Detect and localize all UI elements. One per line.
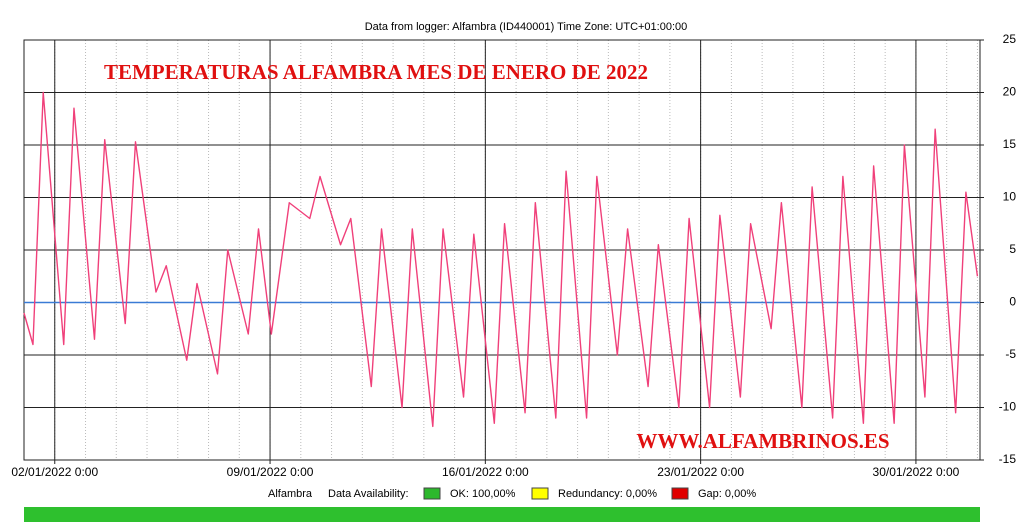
- y-tick-label: 25: [1003, 32, 1017, 46]
- x-tick-label: 30/01/2022 0:00: [873, 465, 960, 479]
- plot-frame: [23, 39, 981, 461]
- chart-title: Data from logger: Alfambra (ID440001) Ti…: [365, 21, 688, 33]
- legend: OK: 100,00% Redundancy: 0,00% Gap: 0,00%: [423, 487, 756, 500]
- y-tick-label: 0: [1009, 295, 1016, 309]
- y-tick-label: -15: [999, 452, 1017, 466]
- y-tick-label: 15: [1003, 137, 1017, 151]
- legend-series: Alfambra: [268, 488, 313, 500]
- x-tick-label: 02/01/2022 0:00: [11, 465, 98, 479]
- legend-availability: Data Availability:: [328, 488, 409, 500]
- plot: [23, 39, 984, 464]
- y-tick-label: -5: [1005, 347, 1016, 361]
- legend-label: OK: 100,00%: [450, 488, 516, 500]
- legend-label: Redundancy: 0,00%: [558, 488, 657, 500]
- legend-label: Gap: 0,00%: [698, 488, 756, 500]
- overlay-title: TEMPERATURAS ALFAMBRA MES DE ENERO DE 20…: [104, 60, 648, 84]
- y-tick-label: 20: [1003, 85, 1017, 99]
- y-tick-label: -10: [999, 400, 1017, 414]
- series-line: [23, 91, 979, 428]
- legend-swatch: [423, 487, 441, 500]
- x-tick-label: 09/01/2022 0:00: [227, 465, 314, 479]
- watermark: WWW.ALFAMBRINOS.ES: [636, 429, 889, 453]
- legend-swatch: [531, 487, 549, 500]
- y-tick-label: 5: [1009, 242, 1016, 256]
- x-tick-label: 16/01/2022 0:00: [442, 465, 529, 479]
- availability-bar: [24, 507, 980, 522]
- legend-swatch: [671, 487, 689, 500]
- x-tick-label: 23/01/2022 0:00: [657, 465, 744, 479]
- y-tick-label: 10: [1003, 190, 1017, 204]
